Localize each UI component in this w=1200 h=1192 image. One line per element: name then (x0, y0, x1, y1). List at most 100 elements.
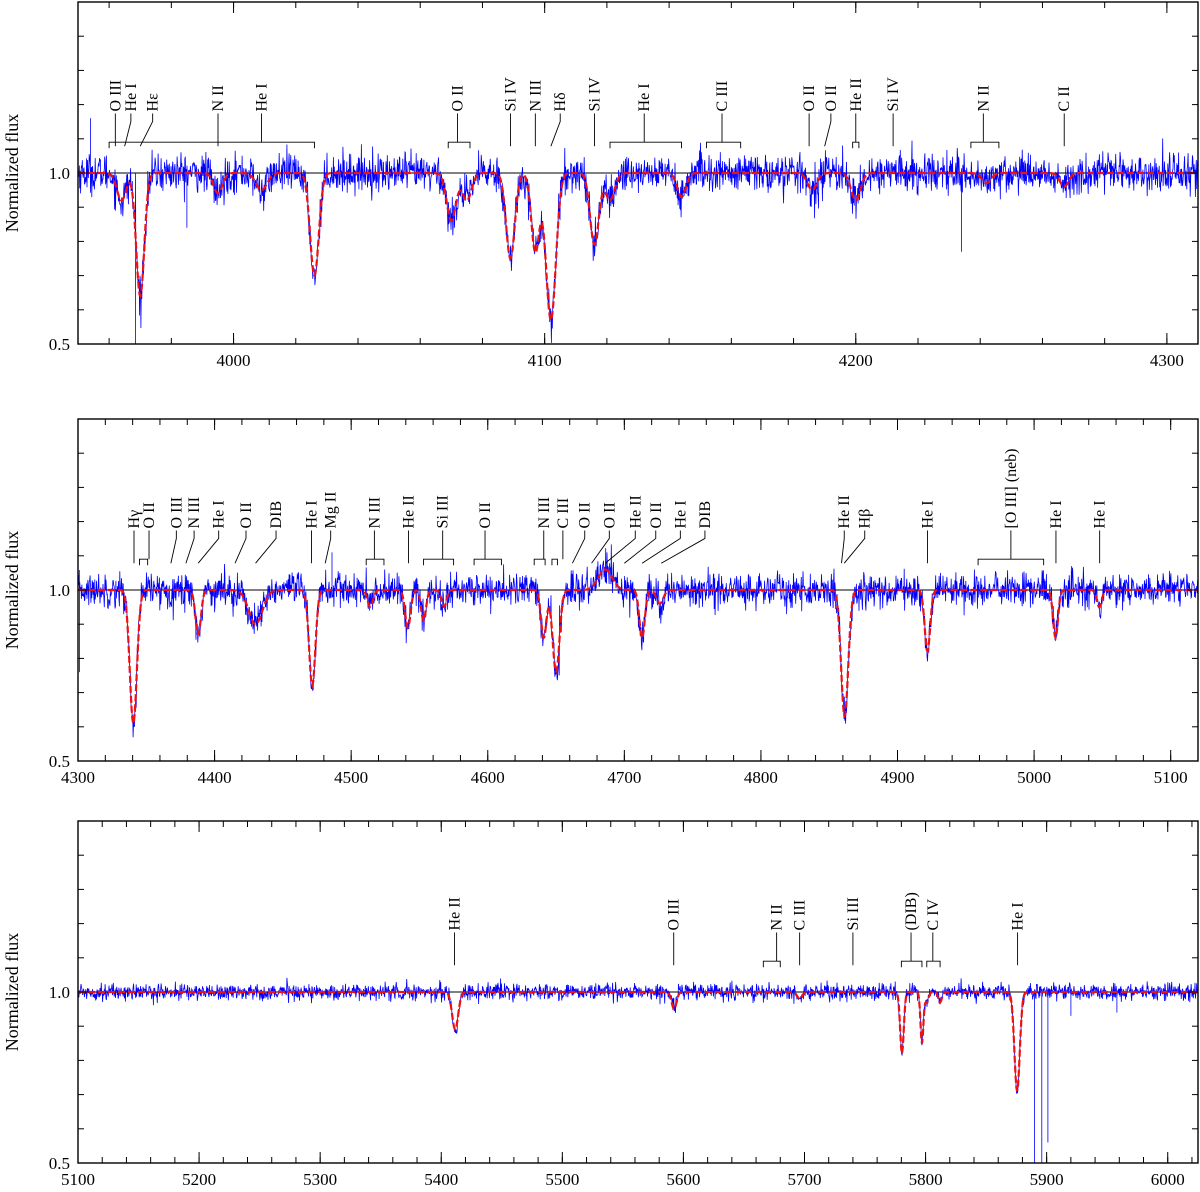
line-annotation-label: DIB (697, 501, 714, 529)
line-annotation-label: O II (238, 502, 255, 528)
line-annotation-label: DIB (268, 501, 285, 529)
x-tick-label: 5000 (1017, 768, 1051, 787)
line-bracket (108, 141, 315, 149)
line-bracket (926, 960, 941, 968)
line-annotation-label: He II (848, 78, 865, 111)
x-tick-label: 5500 (545, 1170, 579, 1189)
line-annotation-label: O III (107, 80, 124, 112)
annotation-leader (255, 530, 277, 564)
line-annotation-label: O II (648, 502, 665, 528)
x-tick-label: 5200 (182, 1170, 216, 1189)
y-tick-label: 1.0 (49, 164, 70, 183)
line-annotation-label: O II (577, 502, 594, 528)
line-annotation-label: O III (666, 899, 683, 931)
line-annotation-label: C III (714, 81, 731, 112)
line-annotation-label: He I (254, 83, 271, 111)
line-annotation-label: Si IV (502, 77, 519, 112)
line-annotation-label: Mg II (323, 492, 340, 529)
annotation-leader (572, 530, 586, 564)
line-annotation-label: O II (141, 502, 158, 528)
annotation-leader (841, 530, 845, 564)
x-tick-label: 4900 (881, 768, 915, 787)
line-annotation-label: (DIB) (903, 892, 920, 930)
y-tick-label: 1.0 (49, 581, 70, 600)
annotation-leader (624, 530, 657, 564)
line-annotation-label: Hβ (857, 509, 874, 529)
line-annotation-label: He II (447, 897, 464, 930)
spectrum-panel-top: 4000 4100 4200 4300 0.5 1.0 Normalized flux O I… (2, 1, 1199, 370)
line-annotation-label: O II (823, 85, 840, 111)
annotation-leader (197, 530, 220, 564)
x-tick-label: 4700 (607, 768, 641, 787)
x-tick-label: 5300 (303, 1170, 337, 1189)
line-bracket (365, 558, 385, 566)
line-annotation-label: Hγ (126, 510, 143, 529)
line-annotation-label: He I (1048, 500, 1065, 528)
line-bracket (762, 960, 781, 968)
line-annotation-label: Si IV (885, 77, 902, 112)
line-annotation-label: N III (186, 497, 203, 529)
line-bracket (970, 141, 1000, 149)
model-spectrum-series (78, 990, 1198, 1092)
line-bracket (609, 141, 683, 149)
line-annotation-label: C III (792, 900, 809, 931)
annotation-leader (234, 530, 247, 564)
observed-spectrum-series (78, 118, 1198, 344)
line-annotation-label: He I (123, 83, 140, 111)
annotation-leader (170, 530, 177, 564)
line-annotation-label: O II (601, 502, 618, 528)
annotation-leader (824, 113, 832, 147)
observed-spectrum-series (78, 977, 1198, 1163)
model-spectrum-series (78, 568, 1198, 728)
line-annotation-label: N II (769, 904, 786, 930)
x-tick-label: 4300 (61, 768, 95, 787)
x-tick-label: 5700 (787, 1170, 821, 1189)
line-annotation-label: He I (636, 83, 653, 111)
x-tick-label: 4500 (334, 768, 368, 787)
x-tick-label: 5800 (909, 1170, 943, 1189)
line-bracket (473, 558, 502, 566)
annotation-leader (139, 113, 154, 147)
line-annotation-label: N II (210, 85, 227, 111)
line-annotation-label: He I (211, 500, 228, 528)
line-bracket (447, 141, 471, 149)
line-bracket (852, 141, 860, 149)
line-bracket (900, 960, 923, 968)
y-tick-label: 0.5 (49, 1154, 70, 1173)
line-bracket (977, 558, 1045, 566)
line-annotation-label: He I (1092, 500, 1109, 528)
spectrum-panel-bottom: 5100 5200 5300 5400 5500 5600 5700 5800 5900 6000… (2, 820, 1199, 1189)
annotation-leader (604, 530, 636, 564)
line-annotation-label: C III (555, 498, 572, 529)
annotation-leader (660, 530, 706, 564)
spectrum-panel-middle: 4300 4400 4500 4600 4700 4800 4900 5000 5100 0.5 1… (2, 418, 1199, 787)
line-annotation-label: He II (401, 495, 418, 528)
line-annotation-label: Si IV (586, 77, 603, 112)
line-annotation-label: N III (527, 80, 544, 112)
annotation-leader (843, 530, 866, 564)
observed-spectrum-series (78, 544, 1198, 738)
x-tick-label: 5900 (1030, 1170, 1064, 1189)
line-annotation-label: He II (836, 495, 853, 528)
annotation-leader (185, 530, 195, 564)
line-annotation-label: Si III (435, 495, 452, 528)
line-annotation-label: N II (975, 85, 992, 111)
annotation-leader (591, 530, 610, 564)
line-annotation-label: He II (627, 495, 644, 528)
y-axis-label: Normalized flux (2, 114, 22, 232)
x-tick-label: 4200 (839, 351, 873, 370)
x-tick-label: 5100 (1154, 768, 1188, 787)
line-annotation-label: O II (477, 502, 494, 528)
y-axis-label: Normalized flux (2, 531, 22, 649)
line-annotation-label: He I (920, 500, 937, 528)
line-bracket (551, 558, 558, 566)
x-tick-label: 4600 (471, 768, 505, 787)
annotation-leader (641, 530, 681, 564)
x-tick-label: 4300 (1150, 351, 1184, 370)
annotation-leader (124, 113, 132, 147)
x-tick-label: 6000 (1151, 1170, 1185, 1189)
model-spectrum-series (78, 171, 1198, 323)
line-annotation-label: N III (366, 497, 383, 529)
line-annotation-label: Hδ (552, 92, 569, 111)
